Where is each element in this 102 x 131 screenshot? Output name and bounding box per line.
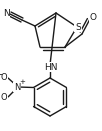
Text: +: + [19, 79, 25, 85]
Text: −: − [0, 70, 3, 80]
Text: N: N [3, 9, 9, 18]
Text: N: N [14, 83, 20, 91]
Text: O: O [89, 13, 96, 23]
Text: O: O [1, 73, 7, 83]
Text: S: S [75, 23, 81, 31]
Text: O: O [1, 94, 7, 102]
Text: HN: HN [44, 62, 58, 72]
